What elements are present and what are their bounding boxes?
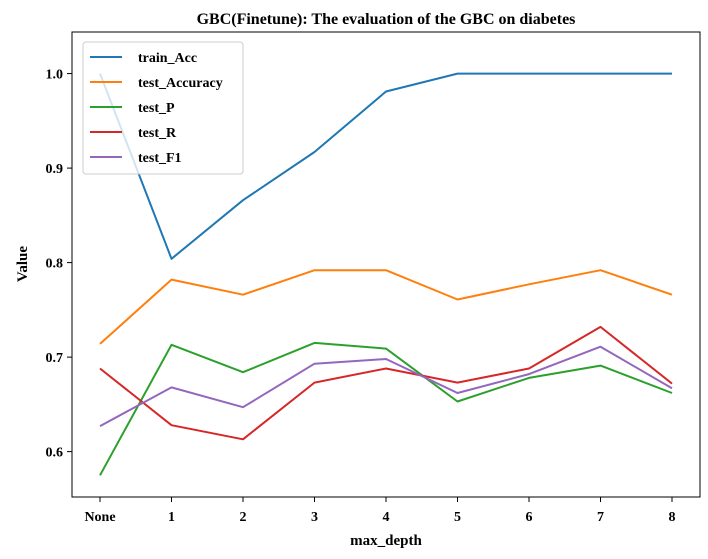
x-axis-ticks: None 1 2 3 4 5 6 7 8 <box>84 497 676 525</box>
series-line-test-r <box>99 325 673 441</box>
x-axis-label: max_depth <box>350 533 422 549</box>
y-tick-label: 0.7 <box>46 351 64 366</box>
legend-frame <box>82 41 244 175</box>
series-line-test-accuracy <box>99 269 673 345</box>
legend-label: test_F1 <box>138 151 182 166</box>
chart-title: GBC(Finetune): The evaluation of the GBC… <box>197 11 576 28</box>
x-tick-label: 3 <box>311 510 318 525</box>
legend: train_Acc test_Accuracy test_P test_R test_F… <box>82 41 244 175</box>
y-axis-label: Value <box>15 246 31 282</box>
y-tick-label: 1.0 <box>46 68 64 83</box>
legend-label: test_Accuracy <box>138 76 223 91</box>
y-axis-ticks: 0.6 0.7 0.8 0.9 1.0 <box>46 68 72 461</box>
series-layer <box>99 72 673 476</box>
series-line-train-acc <box>99 72 672 260</box>
y-tick-label: 0.8 <box>46 257 64 272</box>
legend-label: test_P <box>138 101 175 116</box>
legend-label: test_R <box>138 126 177 141</box>
y-tick-label: 0.6 <box>46 446 64 461</box>
x-tick-label: 7 <box>597 510 604 525</box>
x-tick-label: 6 <box>526 510 533 525</box>
y-tick-label: 0.9 <box>46 162 64 177</box>
x-tick-label: None <box>84 510 115 525</box>
x-tick-label: 8 <box>669 510 676 525</box>
x-tick-label: 4 <box>383 510 390 525</box>
series-line-test-p <box>99 341 673 476</box>
x-tick-label: 5 <box>454 510 461 525</box>
legend-label: train_Acc <box>138 51 197 66</box>
x-tick-label: 2 <box>240 510 247 525</box>
x-tick-label: 1 <box>168 510 175 525</box>
series-line-test-f1 <box>99 345 673 427</box>
